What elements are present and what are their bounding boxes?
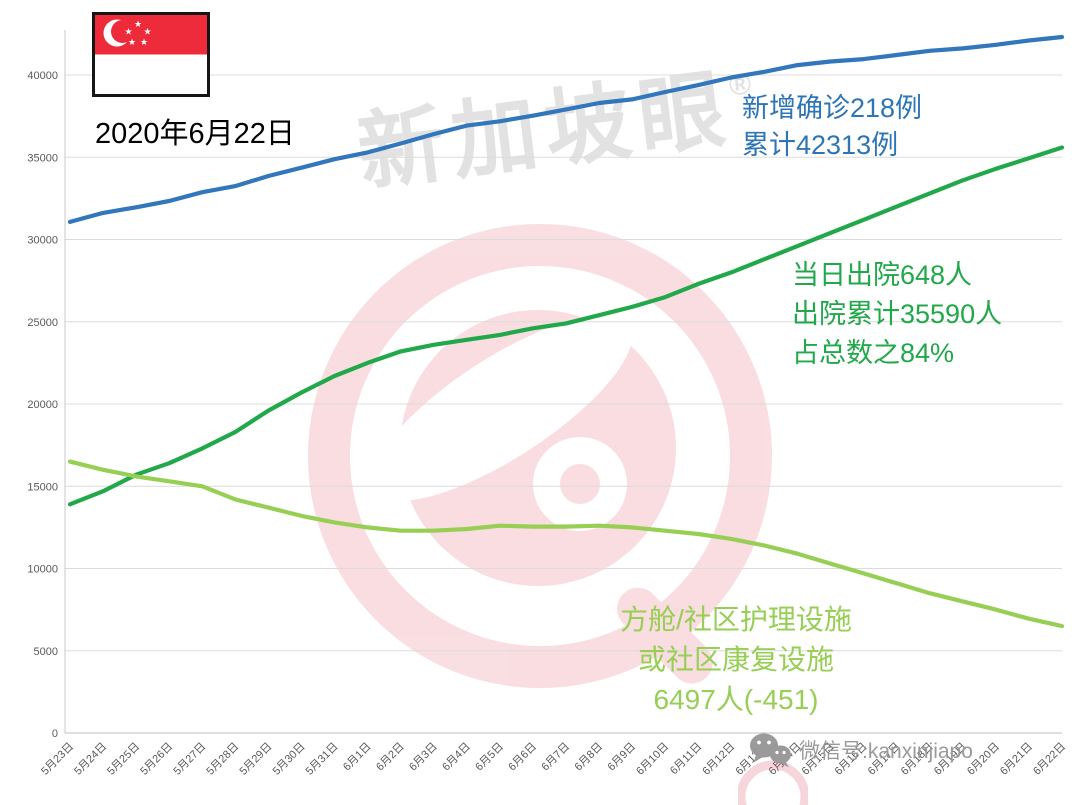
annotation-community-line2: 或社区康复设施 — [637, 644, 834, 675]
singapore-flag: ★ ★ ★ ★ ★ — [92, 12, 210, 97]
annotation-confirmed-line2: 累计42313例 — [742, 130, 899, 160]
svg-text:★: ★ — [128, 37, 136, 47]
svg-text:6月5日: 6月5日 — [473, 741, 506, 774]
flag-stars: ★ ★ ★ ★ ★ — [124, 19, 151, 47]
svg-text:6月7日: 6月7日 — [539, 741, 572, 774]
wechat-footer: 微信号:kanxinjiapo — [748, 732, 973, 768]
annotation-discharged-line2: 出院累计35590人 — [792, 299, 1003, 329]
svg-text:6月1日: 6月1日 — [341, 741, 374, 774]
svg-text:★: ★ — [124, 27, 132, 37]
svg-text:6月3日: 6月3日 — [407, 741, 440, 774]
annotation-discharged-line1: 当日出院648人 — [792, 260, 973, 290]
annotation-confirmed-line1: 新增确诊218例 — [742, 93, 923, 123]
svg-text:5月29日: 5月29日 — [237, 741, 274, 778]
annotation-confirmed: 新增确诊218例 累计42313例 — [742, 90, 922, 164]
svg-text:5月23日: 5月23日 — [39, 741, 76, 778]
svg-text:★: ★ — [143, 27, 151, 37]
svg-text:★: ★ — [134, 19, 142, 29]
svg-text:5月27日: 5月27日 — [171, 741, 208, 778]
svg-text:5月30日: 5月30日 — [271, 741, 308, 778]
svg-text:6月2日: 6月2日 — [374, 741, 407, 774]
annotation-community: 方舱/社区护理设施 或社区康复设施 6497人(-451) — [536, 600, 936, 720]
annotation-community-line1: 方舱/社区护理设施 — [620, 604, 852, 635]
svg-text:25000: 25000 — [27, 317, 58, 329]
svg-text:5月31日: 5月31日 — [304, 741, 341, 778]
svg-text:35000: 35000 — [27, 152, 58, 164]
svg-text:15000: 15000 — [27, 481, 58, 493]
svg-text:0: 0 — [52, 728, 58, 740]
svg-text:6月12日: 6月12日 — [700, 741, 737, 778]
svg-text:6月22日: 6月22日 — [1031, 741, 1068, 778]
svg-text:5月25日: 5月25日 — [105, 741, 142, 778]
svg-text:6月9日: 6月9日 — [606, 741, 639, 774]
svg-text:6月6日: 6月6日 — [506, 741, 539, 774]
svg-text:40000: 40000 — [27, 70, 58, 82]
annotation-discharged: 当日出院648人 出院累计35590人 占总数之84% — [792, 256, 1002, 373]
svg-text:30000: 30000 — [27, 235, 58, 247]
svg-text:6月11日: 6月11日 — [668, 741, 704, 777]
corner-logo-watermark — [738, 760, 808, 805]
svg-text:6月8日: 6月8日 — [573, 741, 606, 774]
wechat-icon — [750, 733, 791, 768]
wechat-id-label: 微信号:kanxinjiapo — [799, 740, 973, 763]
annotation-discharged-line3: 占总数之84% — [792, 338, 955, 368]
svg-text:5000: 5000 — [34, 646, 58, 658]
svg-text:20000: 20000 — [27, 399, 58, 411]
svg-text:5月26日: 5月26日 — [138, 741, 175, 778]
svg-text:★: ★ — [140, 37, 148, 47]
xinjiapoyan-eye-logo-watermark — [308, 224, 772, 688]
svg-text:6月21日: 6月21日 — [998, 741, 1035, 778]
date-label: 2020年6月22日 — [95, 118, 295, 150]
svg-text:5月24日: 5月24日 — [72, 741, 109, 778]
svg-text:6月4日: 6月4日 — [440, 741, 473, 774]
annotation-community-line3: 6497人(-451) — [653, 684, 819, 715]
svg-text:10000: 10000 — [27, 564, 58, 576]
svg-text:6月10日: 6月10日 — [634, 741, 671, 778]
svg-text:5月28日: 5月28日 — [204, 741, 241, 778]
